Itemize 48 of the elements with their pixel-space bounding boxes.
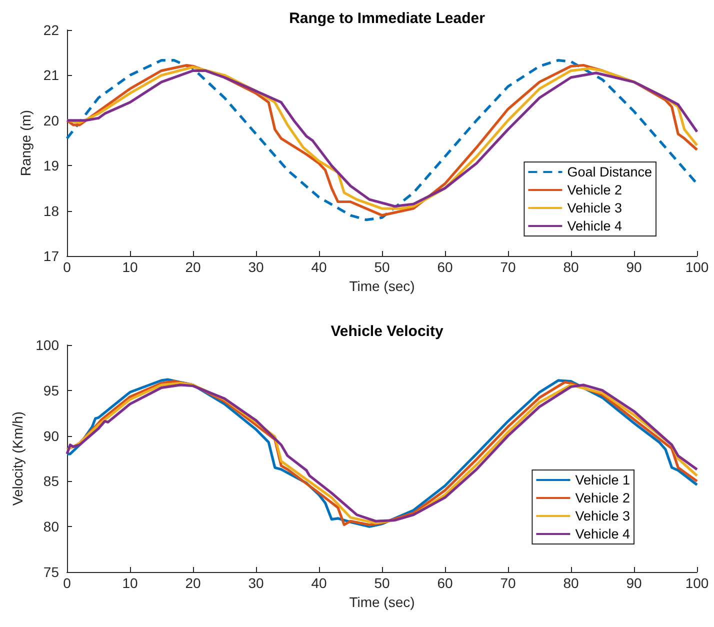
legend-label: Goal Distance (567, 164, 652, 180)
legend-label: Vehicle 2 (575, 490, 630, 506)
x-tick-label: 10 (122, 259, 138, 275)
y-tick-label: 20 (43, 112, 60, 128)
y-tick-label: 95 (43, 382, 60, 398)
x-tick-label: 0 (63, 259, 72, 275)
x-tick-label: 50 (374, 575, 390, 591)
x-tick-label: 90 (626, 259, 642, 275)
x-tick-label: 50 (374, 259, 390, 275)
legend-label: Vehicle 4 (567, 218, 622, 234)
x-axis-title: Time (sec) (349, 278, 415, 294)
y-tick-label: 90 (43, 428, 60, 444)
x-tick-label: 40 (311, 259, 327, 275)
y-tick-label: 19 (43, 158, 60, 174)
y-tick-label: 85 (43, 473, 60, 490)
y-tick-label: 22 (43, 22, 60, 38)
x-tick-label: 20 (185, 259, 201, 275)
x-tick-label: 70 (500, 575, 516, 591)
x-tick-label: 30 (248, 575, 264, 591)
legend-label: Vehicle 3 (575, 508, 630, 524)
x-tick-label: 80 (563, 259, 579, 275)
legend-label: Vehicle 3 (567, 200, 622, 216)
x-tick-label: 80 (563, 575, 579, 591)
legend-label: Vehicle 4 (575, 526, 630, 542)
x-tick-label: 60 (437, 259, 453, 275)
x-tick-label: 100 (685, 575, 709, 591)
y-tick-label: 75 (43, 564, 60, 580)
x-tick-label: 20 (185, 575, 201, 591)
x-tick-label: 100 (685, 259, 709, 275)
y-tick-label: 21 (43, 67, 60, 84)
y-tick-label: 80 (43, 518, 60, 535)
y-tick-label: 17 (43, 248, 60, 264)
y-axis-title: Range (m) (18, 110, 34, 176)
x-tick-label: 90 (626, 575, 642, 591)
y-tick-label: 100 (36, 337, 60, 353)
y-axis-title: Velocity (Km/h) (10, 411, 26, 506)
chart-title: Range to Immediate Leader (289, 10, 486, 27)
x-tick-label: 10 (122, 575, 138, 591)
chart-title: Vehicle Velocity (330, 323, 444, 340)
x-axis-title: Time (sec) (349, 594, 415, 610)
x-tick-label: 40 (311, 575, 327, 591)
legend-label: Vehicle 2 (567, 182, 622, 198)
legend-label: Vehicle 1 (575, 472, 630, 488)
x-tick-label: 60 (437, 575, 453, 591)
y-tick-label: 18 (43, 202, 60, 219)
x-tick-label: 70 (500, 259, 516, 275)
x-tick-label: 0 (63, 575, 72, 591)
x-tick-label: 30 (248, 259, 264, 275)
